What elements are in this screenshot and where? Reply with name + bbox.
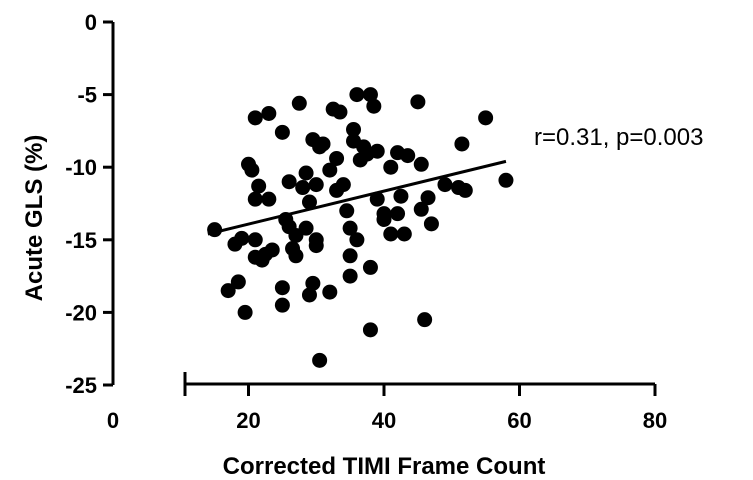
data-point xyxy=(362,87,378,103)
data-point xyxy=(234,230,250,246)
data-point xyxy=(390,206,406,222)
y-tick-label: -10 xyxy=(65,155,97,180)
data-point xyxy=(413,156,429,172)
y-axis-title: Acute GLS (%) xyxy=(21,135,48,302)
data-point xyxy=(247,232,263,248)
x-tick-label: 0 xyxy=(107,408,119,433)
data-point xyxy=(417,312,433,328)
data-point xyxy=(366,98,382,114)
data-point xyxy=(261,191,277,207)
correlation-annotation: r=0.31, p=0.003 xyxy=(534,124,703,151)
data-point xyxy=(332,104,348,120)
y-tick-label: -25 xyxy=(65,373,97,398)
data-point xyxy=(369,191,385,207)
data-point xyxy=(274,280,290,296)
data-point xyxy=(305,275,321,291)
data-point xyxy=(393,188,409,204)
data-point xyxy=(322,284,338,300)
data-point xyxy=(362,259,378,275)
data-point xyxy=(261,105,277,121)
data-point xyxy=(369,143,385,159)
data-point xyxy=(220,283,236,299)
y-tick-label: -15 xyxy=(65,228,97,253)
data-point xyxy=(264,242,280,258)
x-tick-label: 80 xyxy=(643,408,667,433)
data-point xyxy=(291,95,307,111)
x-tick-label: 40 xyxy=(372,408,396,433)
data-point xyxy=(342,220,358,236)
data-point xyxy=(247,110,263,126)
data-point xyxy=(342,268,358,284)
data-point xyxy=(329,150,345,166)
data-point xyxy=(339,203,355,219)
data-point xyxy=(349,232,365,248)
data-point xyxy=(420,190,436,206)
data-point xyxy=(400,148,416,164)
data-point xyxy=(362,322,378,338)
y-tick-label: -20 xyxy=(65,300,97,325)
data-point xyxy=(308,238,324,254)
data-points xyxy=(207,87,514,368)
data-point xyxy=(247,191,263,207)
data-point xyxy=(230,274,246,290)
regression-line xyxy=(207,159,507,236)
data-point xyxy=(335,177,351,193)
data-point xyxy=(454,136,470,152)
data-point xyxy=(342,248,358,264)
data-point xyxy=(301,194,317,210)
data-point xyxy=(298,165,314,181)
data-point xyxy=(288,248,304,264)
data-point xyxy=(312,352,328,368)
x-axis: 0 20 40 60 80 xyxy=(107,372,667,433)
x-tick-label: 20 xyxy=(236,408,260,433)
data-point xyxy=(274,124,290,140)
data-point xyxy=(295,180,311,196)
x-axis-title: Corrected TIMI Frame Count xyxy=(223,453,546,480)
data-point xyxy=(298,220,314,236)
data-point xyxy=(457,182,473,198)
data-point xyxy=(244,162,260,178)
data-point xyxy=(308,177,324,193)
data-point xyxy=(383,159,399,175)
data-point xyxy=(315,136,331,152)
data-point xyxy=(478,110,494,126)
regression-line-group xyxy=(207,159,507,236)
data-point xyxy=(437,177,453,193)
data-point xyxy=(376,211,392,227)
data-point xyxy=(274,297,290,313)
data-point xyxy=(413,201,429,217)
y-axis: 0 -5 -10 -15 -20 -25 xyxy=(65,10,115,398)
y-tick-label: 0 xyxy=(85,10,97,35)
data-point xyxy=(251,178,267,194)
data-point xyxy=(498,172,514,188)
data-point xyxy=(301,287,317,303)
data-point xyxy=(322,162,338,178)
data-point xyxy=(423,216,439,232)
x-tick-label: 60 xyxy=(507,408,531,433)
data-point xyxy=(346,121,362,137)
data-point xyxy=(237,304,253,320)
data-point xyxy=(349,87,365,103)
data-point xyxy=(383,226,399,242)
data-point xyxy=(396,226,412,242)
data-point xyxy=(410,94,426,110)
y-tick-label: -5 xyxy=(77,83,97,108)
data-point xyxy=(281,174,297,190)
